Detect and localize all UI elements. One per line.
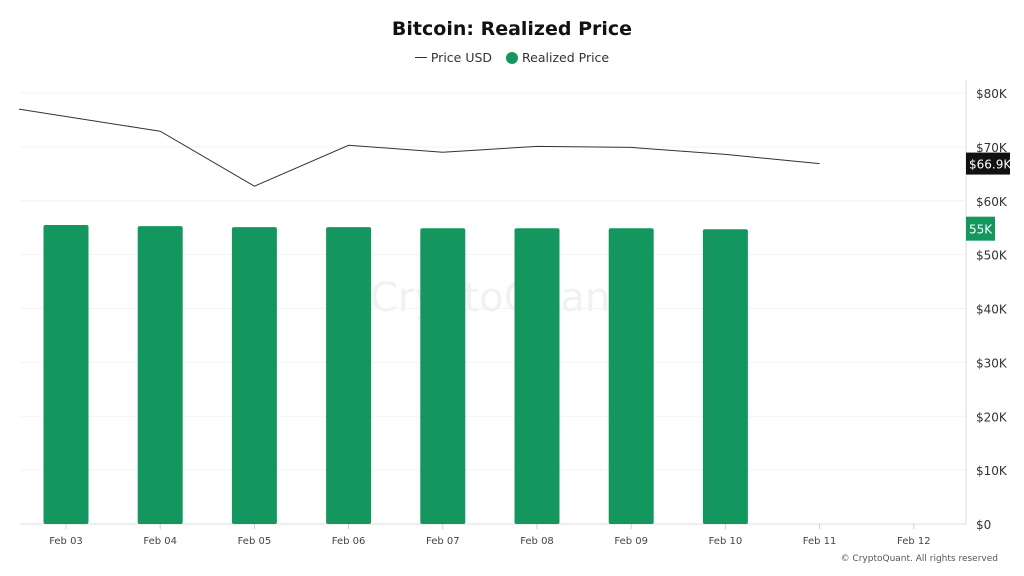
legend-price-usd[interactable]: Price USD [430, 50, 493, 65]
x-tick-label: Feb 07 [426, 536, 460, 547]
x-tick-label: Feb 12 [897, 536, 931, 547]
legend-dot-swatch [506, 51, 519, 64]
bar-realized-price [702, 229, 748, 524]
y-tick-label: $70K [976, 141, 1008, 155]
legend-realized-price[interactable]: Realized Price [522, 50, 610, 65]
y-tick-label: $80K [976, 87, 1008, 101]
y-tick-label: $30K [976, 356, 1008, 370]
x-tick-label: Feb 08 [520, 536, 554, 547]
price-last-label: $66.9K [969, 158, 1012, 172]
bar-realized-price [43, 224, 89, 524]
bar-realized-price [137, 226, 183, 525]
x-tick-label: Feb 05 [238, 536, 272, 547]
x-tick-label: Feb 06 [332, 536, 366, 547]
y-tick-label: $60K [976, 195, 1008, 209]
bar-realized-price [420, 228, 466, 524]
x-tick-label: Feb 09 [614, 536, 648, 547]
bar-realized-price [514, 228, 560, 524]
y-tick-label: $10K [976, 464, 1008, 478]
realized-last-badge [966, 216, 995, 241]
chart-title: Bitcoin: Realized Price [391, 18, 633, 40]
bar-realized-price [608, 228, 654, 524]
legend-line-swatch [414, 57, 427, 58]
realized-last-label: 55K [969, 223, 993, 237]
x-tick-label: Feb 11 [803, 536, 837, 547]
y-tick-label: $20K [976, 410, 1008, 424]
bar-realized-price [231, 227, 277, 524]
y-tick-label: $40K [976, 303, 1008, 317]
line-price-usd [18, 108, 820, 187]
y-tick-label: $0 [976, 518, 991, 532]
y-tick-label: $50K [976, 249, 1008, 263]
legend: Price USD Realized Price [0, 49, 1024, 65]
price-last-badge [966, 152, 1010, 175]
x-tick-label: Feb 04 [143, 536, 177, 547]
watermark: CryptoQuant [370, 275, 626, 321]
x-tick-label: Feb 10 [709, 536, 743, 547]
bar-realized-price [326, 227, 372, 524]
copyright: © CryptoQuant. All rights reserved [840, 554, 998, 564]
x-tick-label: Feb 03 [49, 536, 83, 547]
